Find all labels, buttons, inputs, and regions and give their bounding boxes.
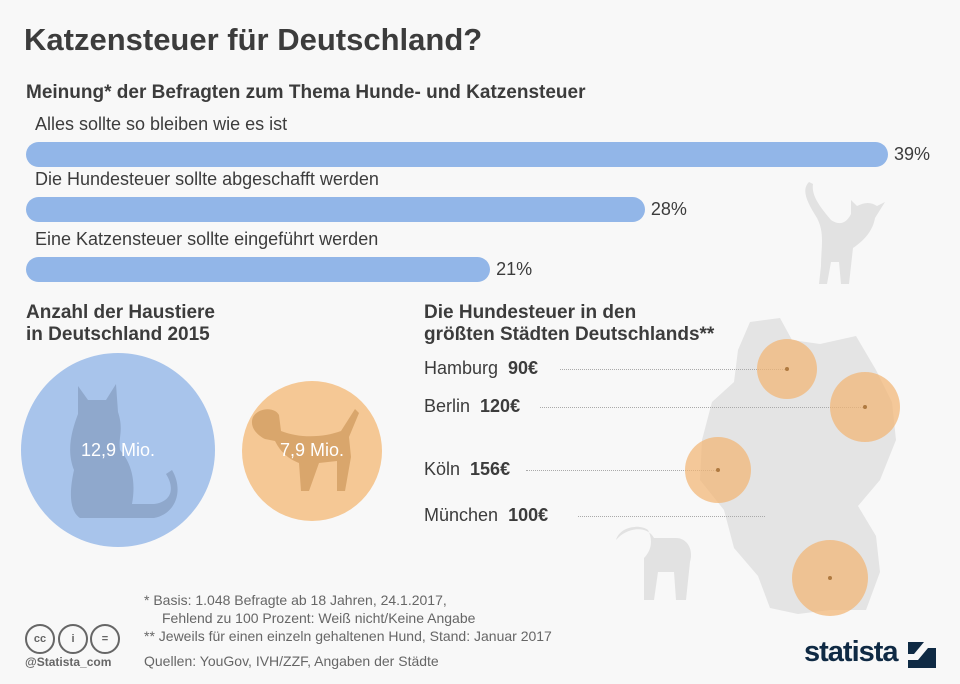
bar-value-label: 21%	[496, 259, 533, 279]
bar-value-label: 28%	[650, 199, 687, 219]
pets-title-line2: in Deutschland 2015	[26, 324, 210, 345]
city-dot	[828, 576, 832, 580]
city-name: Köln	[424, 459, 461, 479]
leader-line	[526, 470, 718, 471]
city-row: Hamburg 90€	[424, 358, 538, 379]
city-row: München 100€	[424, 505, 548, 526]
bar	[26, 142, 888, 167]
statista-logo[interactable]: statista	[804, 636, 899, 668]
bar-label: Eine Katzensteuer sollte eingeführt werd…	[35, 229, 379, 249]
cat-bubble-label: 12,9 Mio.	[80, 440, 156, 460]
bar-label: Die Hundesteuer sollte abgeschafft werde…	[35, 169, 379, 189]
pets-title-line1: Anzahl der Haustiere	[26, 302, 215, 323]
bar	[26, 257, 491, 282]
dog-silhouette-icon	[251, 409, 359, 491]
city-tax-value: 90€	[508, 358, 539, 378]
city-name: München	[424, 505, 499, 525]
footnote-missing: Fehlend zu 100 Prozent: Weiß nicht/Keine…	[162, 610, 476, 626]
cat-silhouette-icon	[805, 182, 885, 284]
city-tax-value: 120€	[480, 396, 521, 416]
leader-line	[578, 516, 765, 517]
cc-nd-icon[interactable]: =	[90, 624, 120, 654]
leader-line	[560, 369, 787, 370]
bar-label: Alles sollte so bleiben wie es ist	[35, 114, 288, 134]
footnote-dogtax: ** Jeweils für einen einzeln gehaltenen …	[144, 628, 552, 644]
page-title: Katzensteuer für Deutschland?	[24, 22, 483, 57]
dogtax-title-line1: Die Hundesteuer in den	[424, 302, 637, 323]
leader-line	[540, 407, 865, 408]
cc-icon[interactable]: cc	[25, 624, 55, 654]
bar-chart-title: Meinung* der Befragten zum Thema Hunde- …	[26, 82, 586, 103]
city-tax-value: 156€	[470, 459, 511, 479]
dog-bubble-label: 7,9 Mio.	[279, 440, 345, 460]
city-row: Köln 156€	[424, 459, 510, 480]
statista-logo-icon	[908, 642, 936, 668]
footnote-basis: * Basis: 1.048 Befragte ab 18 Jahren, 24…	[144, 592, 447, 608]
city-tax-value: 100€	[508, 505, 549, 525]
cat-silhouette-icon	[70, 384, 178, 518]
city-name: Berlin	[424, 396, 471, 416]
sources: Quellen: YouGov, IVH/ZZF, Angaben der St…	[144, 653, 439, 669]
city-dot	[716, 468, 720, 472]
cc-by-icon[interactable]: i	[58, 624, 88, 654]
city-name: Hamburg	[424, 358, 499, 378]
dogtax-title-line2: größten Städten Deutschlands**	[424, 324, 715, 345]
city-row: Berlin 120€	[424, 396, 520, 417]
city-dot	[785, 367, 789, 371]
city-dot	[863, 405, 867, 409]
pug-silhouette-icon	[616, 526, 692, 600]
bar	[26, 197, 645, 222]
bar-value-label: 39%	[894, 144, 931, 164]
statista-handle[interactable]: @Statista_com	[25, 655, 112, 669]
